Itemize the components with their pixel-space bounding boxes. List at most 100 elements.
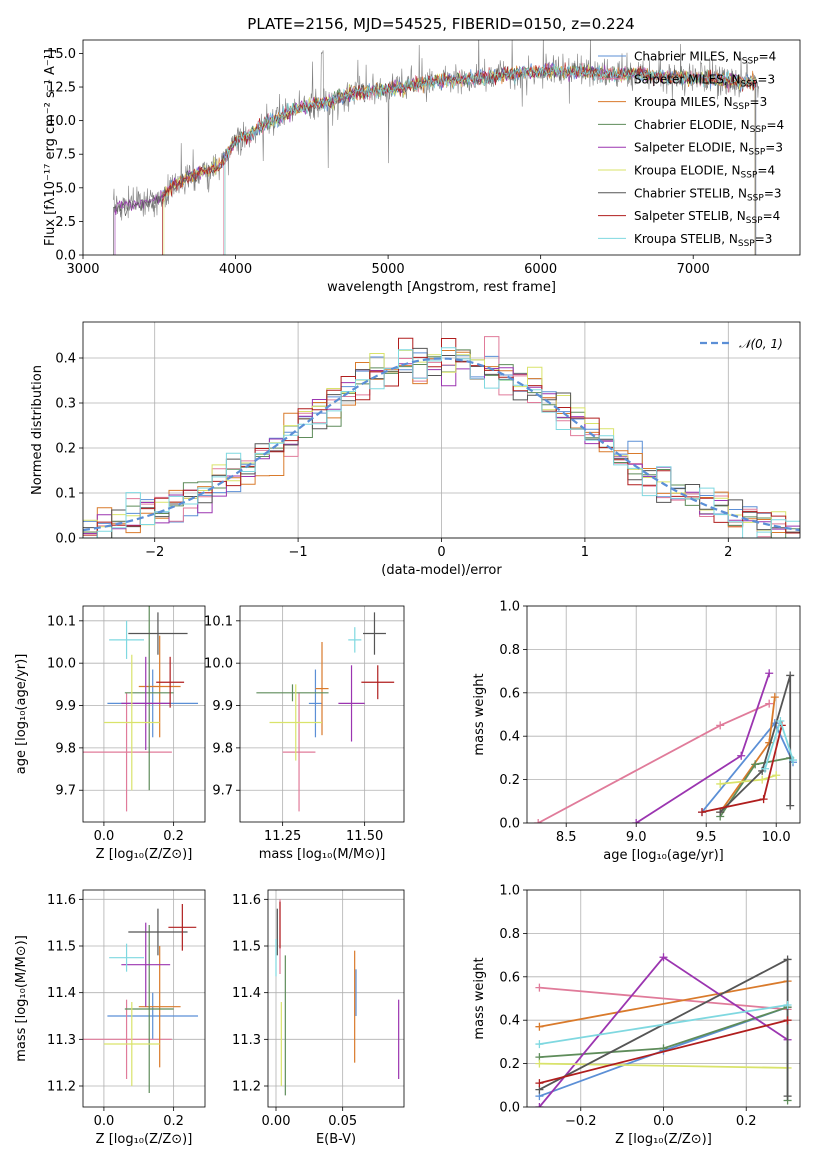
errorbar-point xyxy=(315,642,329,736)
y-tick-label: 11.6 xyxy=(47,893,76,908)
weight-marker xyxy=(789,756,797,765)
y-axis-label: mass [log₁₀(M/M⊙)] xyxy=(14,935,29,1062)
y-axis-label: mass weight xyxy=(472,957,487,1039)
errorbar-point xyxy=(109,620,144,659)
y-tick-label: 1.0 xyxy=(499,884,520,899)
weight-marker xyxy=(783,1016,792,1025)
x-tick-label: 2 xyxy=(724,545,732,560)
x-axis-label: E(B-V) xyxy=(316,1132,356,1147)
weight-marker xyxy=(761,764,769,773)
panel-weight_vs_Z: −0.2 0.0 0.2 0.0 0.2 0.4 0.6 0.8 1.0 Z [log₁₀(Z/Z… xyxy=(472,884,801,1147)
y-tick-label: 0.0 xyxy=(55,249,76,264)
y-tick-label: 11.5 xyxy=(232,940,261,955)
x-axis-label: Z [log₁₀(Z/Z⊙)] xyxy=(96,1132,193,1147)
weight-line xyxy=(539,980,788,1028)
panel-mass_vs_EBV: 0.00 0.05 11.2 11.3 11.4 11.5 11.6 E(B-V) xyxy=(232,889,405,1147)
y-tick-label: 11.2 xyxy=(47,1080,76,1095)
axes-frame xyxy=(82,39,801,256)
panel-mass_vs_Z: 0.0 0.2 11.2 11.3 11.4 11.5 11.6 Z [log₁₀(Z/Z⊙)… xyxy=(14,889,206,1147)
model-spectrum xyxy=(163,64,756,255)
errorbar-point xyxy=(128,612,188,655)
plot-area xyxy=(535,953,792,1107)
weight-series xyxy=(535,955,792,1101)
x-axis-label: (data-model)/error xyxy=(381,563,502,578)
weight-marker xyxy=(716,721,725,730)
x-tick-label: 11.50 xyxy=(346,829,383,844)
figure-title: PLATE=2156, MJD=54525, FIBERID=0150, z=0… xyxy=(247,15,634,33)
panel-age_vs_Z: 0.0 0.2 9.7 9.8 9.9 10.0 10.1 Z [log₁₀(Z/Z⊙)] ag… xyxy=(14,605,206,862)
x-tick-label: 8.5 xyxy=(556,830,577,845)
y-axis-label: Normed distribution xyxy=(30,365,45,495)
x-axis-label: Z [log₁₀(Z/Z⊙)] xyxy=(96,847,193,862)
x-tick-label: 0.0 xyxy=(94,1114,115,1129)
y-tick-label: 0.2 xyxy=(499,1057,520,1072)
y-tick-label: 9.7 xyxy=(212,784,233,799)
weight-series xyxy=(535,1001,792,1049)
model-spectrum xyxy=(224,63,757,255)
weight-marker xyxy=(758,775,767,784)
errorbar-point xyxy=(124,606,174,791)
y-tick-label: 10.1 xyxy=(204,614,233,629)
panel-spectrum: 3000 4000 5000 6000 7000 0.0 2.5 5.0 7.5 10.0 12.5… xyxy=(43,39,801,295)
weight-line xyxy=(539,986,788,1011)
y-axis-label: age [log₁₀(age/yr)] xyxy=(14,654,29,775)
legend-entry: Salpeter STELIB, NSSP=4 xyxy=(634,209,780,226)
errorbar-point xyxy=(363,612,386,655)
y-tick-label: 0.4 xyxy=(499,1014,520,1029)
y-tick-label: 0.6 xyxy=(499,686,520,701)
y-tick-label: 2.5 xyxy=(55,215,76,230)
x-tick-label: 9.5 xyxy=(696,830,717,845)
x-tick-label: 5000 xyxy=(372,262,405,277)
axes-frame xyxy=(526,605,801,824)
errorbar-point xyxy=(103,1002,160,1086)
weight-series xyxy=(716,753,795,821)
weight-line xyxy=(635,673,771,823)
x-tick-label: 4000 xyxy=(219,262,252,277)
x-tick-label: 1 xyxy=(581,545,589,560)
y-tick-label: 11.4 xyxy=(232,986,261,1001)
y-tick-label: 11.5 xyxy=(47,940,76,955)
weight-marker xyxy=(716,779,725,788)
errorbar-point xyxy=(308,669,322,738)
x-tick-label: 11.25 xyxy=(264,829,301,844)
weight-line xyxy=(719,675,792,813)
weight-series xyxy=(535,1016,792,1088)
x-tick-label: 0.2 xyxy=(736,1114,757,1129)
y-tick-label: 0.1 xyxy=(55,487,76,502)
weight-series xyxy=(716,671,795,817)
x-tick-label: 10.0 xyxy=(762,830,791,845)
gaussian-curve xyxy=(83,357,800,532)
weight-series xyxy=(761,717,797,773)
x-tick-label: 0.05 xyxy=(328,1114,357,1129)
weight-marker xyxy=(535,1059,544,1068)
y-tick-label: 0.2 xyxy=(55,442,76,457)
panel-age_vs_mass: 11.25 11.50 9.7 9.8 9.9 10.0 10.1 mass [log₁₀(M… xyxy=(204,605,405,862)
weight-marker xyxy=(783,1001,792,1010)
x-tick-label: −1 xyxy=(289,545,308,560)
weight-line xyxy=(539,1004,788,1045)
errorbar-point xyxy=(103,654,160,791)
x-axis-label: age [log₁₀(age/yr)] xyxy=(603,848,724,863)
x-tick-label: 6000 xyxy=(524,262,557,277)
y-tick-label: 11.2 xyxy=(232,1080,261,1095)
weight-marker xyxy=(786,671,795,680)
y-tick-label: 15.0 xyxy=(47,47,76,62)
axes-frame xyxy=(82,889,206,1108)
y-tick-label: 5.0 xyxy=(55,181,76,196)
x-tick-label: 0 xyxy=(437,545,445,560)
weight-marker xyxy=(535,983,544,992)
axes-frame xyxy=(267,889,405,1108)
errorbar-point xyxy=(124,925,174,1093)
errorbar-point xyxy=(168,904,197,951)
plot-area xyxy=(83,904,199,1093)
model-spectrum xyxy=(114,62,757,255)
errorbar-point xyxy=(348,627,362,653)
weight-line xyxy=(539,1019,788,1084)
legend-entry: Chabrier STELIB, NSSP=3 xyxy=(634,186,782,203)
panel-weight_vs_age: 8.5 9.0 9.5 10.0 0.0 0.2 0.4 0.6 0.8 1.0 age [log₁… xyxy=(472,600,801,863)
legend-entry: Kroupa ELODIE, NSSP=4 xyxy=(634,164,775,181)
y-tick-label: 9.8 xyxy=(55,741,76,756)
y-tick-label: 0.2 xyxy=(499,773,520,788)
x-tick-label: 0.0 xyxy=(94,829,115,844)
y-tick-label: 0.8 xyxy=(499,643,520,658)
